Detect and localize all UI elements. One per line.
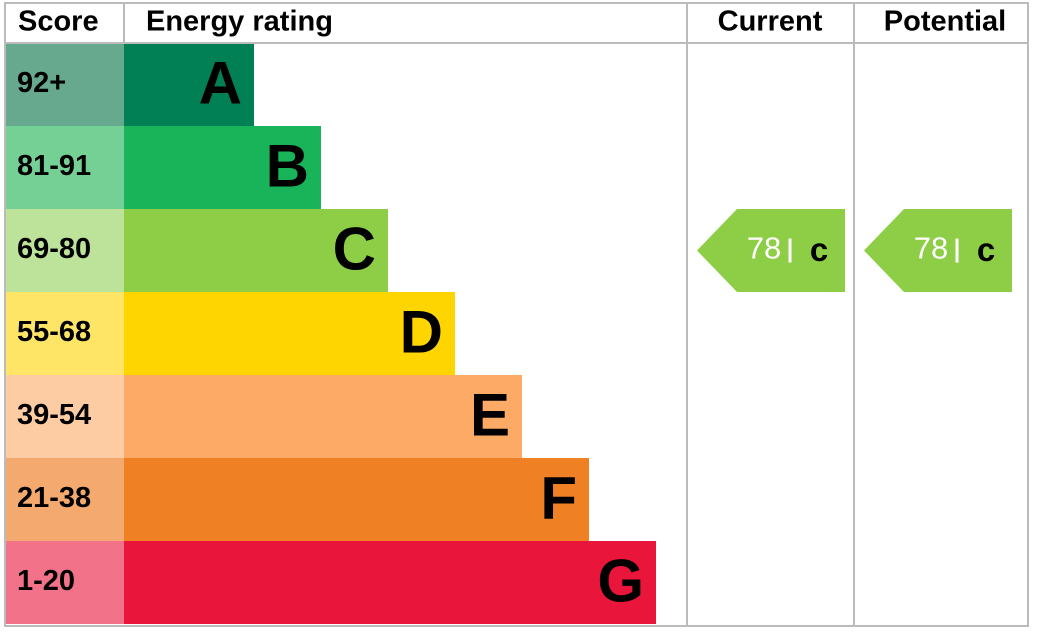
score-cell (5, 43, 124, 126)
rating-letter: E (470, 381, 510, 448)
score-label: 92+ (17, 67, 66, 99)
score-cell (5, 458, 124, 541)
rating-letter: G (597, 547, 644, 614)
header-current: Current (718, 6, 823, 38)
current-arrow (697, 209, 845, 292)
current-value: 78 (747, 231, 781, 266)
score-cell (5, 209, 124, 292)
score-label: 1-20 (17, 565, 75, 597)
score-label: 21-38 (17, 482, 91, 514)
rating-bar (124, 292, 455, 375)
score-label: 69-80 (17, 233, 91, 265)
score-cell (5, 375, 124, 458)
score-label: 55-68 (17, 316, 91, 348)
potential-arrow (864, 209, 1012, 292)
header-score: Score (18, 6, 99, 38)
grid (4, 2, 1029, 627)
rating-letter: F (540, 464, 577, 531)
score-label: 39-54 (17, 399, 91, 431)
potential-value: 78 (914, 231, 948, 266)
score-label: 81-91 (17, 150, 91, 182)
rating-bar (124, 209, 388, 292)
rating-bar (124, 375, 522, 458)
rating-letter: A (199, 49, 242, 116)
current-letter: c (810, 231, 828, 268)
score-cell (5, 292, 124, 375)
header-rating: Energy rating (146, 6, 333, 38)
header-potential: Potential (884, 6, 1006, 38)
rating-letter: D (400, 298, 443, 365)
score-cell (5, 541, 124, 624)
rating-bar (124, 43, 254, 126)
rating-letter: C (333, 215, 376, 282)
score-cell (5, 126, 124, 209)
potential-letter: c (977, 231, 995, 268)
rating-bar (124, 126, 321, 209)
rating-letter: B (266, 132, 309, 199)
rating-bar (124, 541, 656, 624)
rating-bar (124, 458, 589, 541)
